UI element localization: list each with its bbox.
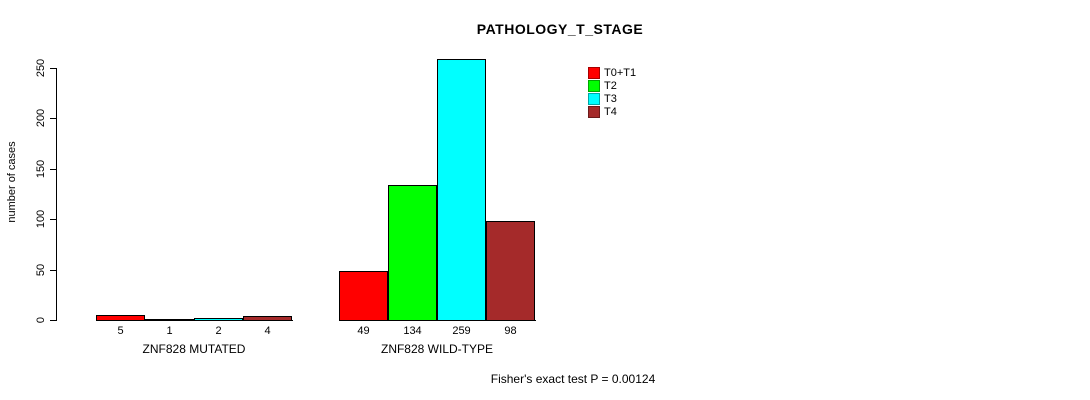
bar-value-label: 134 (403, 325, 422, 337)
y-tick-mark (50, 219, 57, 220)
y-tick-label: 150 (35, 159, 47, 179)
y-tick-mark (50, 68, 57, 69)
group-label-znf828-mutated: ZNF828 MUTATED (142, 342, 246, 356)
bar-value-label: 98 (504, 325, 517, 337)
group-label-znf828-wild-type: ZNF828 WILD-TYPE (380, 342, 494, 356)
bar-t3-znf828-wild-type (437, 59, 486, 320)
y-tick-mark (50, 118, 57, 119)
bar-value-label: 1 (166, 325, 173, 337)
y-tick-label: 100 (35, 209, 47, 229)
y-tick-label: 50 (35, 263, 47, 277)
bar-t0-t1-znf828-mutated (96, 315, 145, 320)
legend-swatch-t4 (588, 106, 600, 118)
y-tick-mark (50, 320, 57, 321)
legend-swatch-t2 (588, 80, 600, 92)
group-baseline (339, 320, 536, 321)
bar-t2-znf828-mutated (145, 319, 194, 320)
y-tick-label: 200 (35, 108, 47, 128)
bar-t2-znf828-wild-type (388, 185, 437, 320)
bar-value-label: 2 (215, 325, 222, 337)
y-tick-mark (50, 169, 57, 170)
fisher-test-annotation: Fisher's exact test P = 0.00124 (490, 372, 656, 386)
legend-label: T0+T1 (604, 67, 637, 79)
bar-t3-znf828-mutated (194, 318, 243, 320)
bar-value-label: 5 (117, 325, 124, 337)
bar-value-label: 49 (357, 325, 370, 337)
bar-t0-t1-znf828-wild-type (339, 271, 388, 320)
y-tick-mark (50, 270, 57, 271)
group-baseline (96, 320, 293, 321)
bar-t4-znf828-mutated (243, 316, 292, 320)
bar-t4-znf828-wild-type (486, 221, 535, 320)
bar-value-label: 259 (452, 325, 471, 337)
legend-label: T2 (604, 80, 617, 92)
legend-swatch-t0-t1 (588, 67, 600, 79)
y-axis-line (56, 68, 57, 321)
bar-value-label: 4 (264, 325, 271, 337)
legend-label: T3 (604, 93, 617, 105)
y-axis-title: number of cases (6, 141, 18, 223)
y-tick-label: 250 (35, 58, 47, 78)
chart-title: PATHOLOGY_T_STAGE (476, 21, 644, 37)
legend-swatch-t3 (588, 93, 600, 105)
legend-label: T4 (604, 106, 617, 118)
y-tick-label: 0 (35, 316, 47, 324)
